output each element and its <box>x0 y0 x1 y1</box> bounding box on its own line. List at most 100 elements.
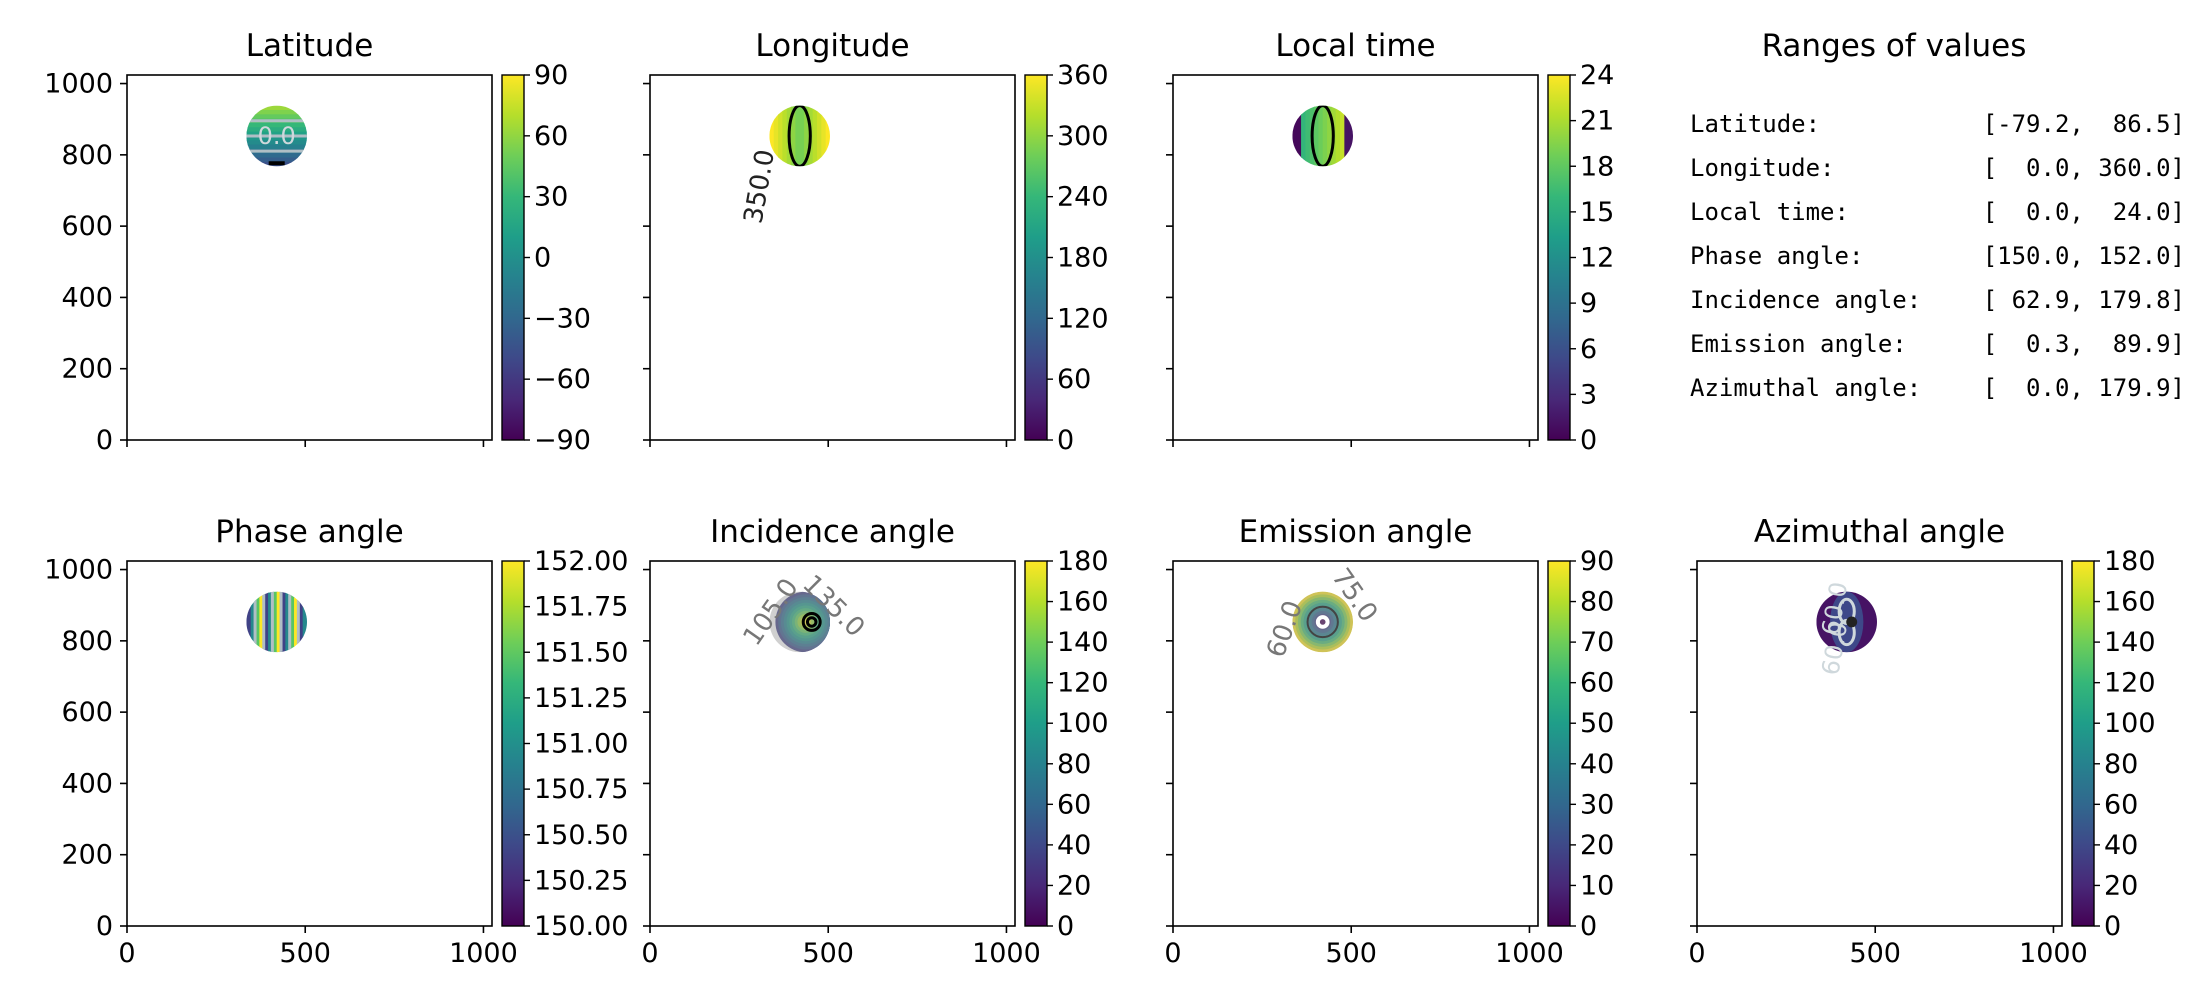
colorbar-tick-label: 60 <box>2104 789 2138 820</box>
colorbar-tick-label: 6 <box>1580 334 1597 365</box>
contour-line <box>1306 605 1339 639</box>
panel-latitude: Latitude 0.0 0 200 400 600 800 1000 90 60 30 0 −30 −6… <box>44 28 591 456</box>
axes-frame <box>649 560 1016 927</box>
colorbar-tick-label: 50 <box>1580 708 1614 739</box>
x-tick-label: 1000 <box>972 938 1041 969</box>
disk-band <box>1344 105 1350 167</box>
axes-frame <box>126 74 493 441</box>
colorbar-tick-label: −60 <box>534 364 591 395</box>
contour-line <box>805 616 818 628</box>
disk-band <box>246 131 308 137</box>
colorbar-tick-label: 150.75 <box>534 774 628 805</box>
disk-ring <box>1319 619 1326 625</box>
colorbar <box>1024 74 1048 441</box>
y-tick-label: 0 <box>96 425 113 456</box>
colorbar-tick-label: 60 <box>534 121 568 152</box>
range-label: Azimuthal angle: <box>1690 374 1921 402</box>
colorbar-tick-label: 9 <box>1580 288 1597 319</box>
colorbar-tick-label: 152.00 <box>534 546 628 577</box>
range-value: [ 0.0, 179.9] <box>1983 374 2185 402</box>
planet-disk <box>1292 591 1354 653</box>
planet-disk <box>1292 105 1354 167</box>
panel-longitude: Longitude 350.0 360 300 240 180 120 60 0 <box>643 28 1109 456</box>
colorbar-tick-label: 20 <box>2104 870 2138 901</box>
colorbar-tick-label: 160 <box>1057 587 1109 618</box>
colorbar-tick-label: −30 <box>534 303 591 334</box>
colorbar-tick-label: 0 <box>1057 911 1074 942</box>
ranges-title: Ranges of values <box>1762 28 2027 64</box>
colorbar <box>1024 560 1048 927</box>
disk-band <box>246 127 308 133</box>
y-tick-label: 0 <box>96 911 113 942</box>
colorbar-tick-label: 100 <box>2104 708 2156 739</box>
y-tick-label: 600 <box>61 697 113 728</box>
colorbar-tick-label: 60 <box>1057 789 1091 820</box>
disk-band <box>302 591 308 653</box>
colorbar-tick-label: 24 <box>1580 60 1614 91</box>
colorbar-tick-label: 60 <box>1057 364 1091 395</box>
panel-title: Longitude <box>755 28 909 64</box>
colorbar-tick-label: 80 <box>1580 587 1614 618</box>
disk-band <box>272 591 278 653</box>
disk-band <box>298 591 304 653</box>
colorbar-tick-label: 70 <box>1580 627 1614 658</box>
x-tick-label: 500 <box>802 938 854 969</box>
axes-frame <box>649 74 1016 441</box>
y-tick-label: 200 <box>61 354 113 385</box>
disk-band <box>791 105 797 167</box>
range-label: Local time: <box>1690 198 1849 226</box>
colorbar-tick-label: 150.50 <box>534 820 628 851</box>
colorbar-tick-label: 80 <box>2104 749 2138 780</box>
disk-band <box>1301 105 1307 167</box>
disk-band <box>782 105 788 167</box>
disk-band <box>276 591 283 653</box>
disk-band <box>255 591 261 653</box>
colorbar-tick-label: 150.25 <box>534 865 628 896</box>
axes-frame <box>1696 560 2063 927</box>
range-value: [ 0.0, 360.0] <box>1983 154 2185 182</box>
colorbar-tick-label: 40 <box>1580 749 1614 780</box>
disk-band <box>778 105 784 167</box>
range-value: [150.0, 152.0] <box>1983 242 2185 270</box>
disk-shade <box>769 591 831 653</box>
disk-band <box>246 144 308 150</box>
panel-ranges-of-values: Ranges of values Latitude: [-79.2, 86.5] Lo… <box>1690 28 2185 402</box>
colorbar-tick-label: 150.00 <box>534 911 628 942</box>
disk-band <box>1314 105 1320 167</box>
y-tick-label: 800 <box>61 626 113 657</box>
colorbar-tick-label: −90 <box>534 425 591 456</box>
axes-frame <box>1172 560 1539 927</box>
x-tick-label: 0 <box>1164 938 1181 969</box>
colorbar-tick-label: 180 <box>1057 243 1109 274</box>
disk-band <box>1327 105 1333 167</box>
disk-band <box>250 591 257 653</box>
x-tick-label: 0 <box>118 938 135 969</box>
colorbar-tick-label: 40 <box>1057 830 1091 861</box>
x-tick-label: 500 <box>279 938 331 969</box>
range-label: Longitude: <box>1690 154 1835 182</box>
contour-label: 350.0 <box>739 147 781 226</box>
panel-title: Local time <box>1275 28 1435 64</box>
colorbar-tick-label: 140 <box>1057 627 1109 658</box>
colorbar-tick-label: 0 <box>1580 911 1597 942</box>
colorbar-tick-label: 40 <box>2104 830 2138 861</box>
colorbar-tick-label: 140 <box>2104 627 2156 658</box>
disk-band <box>769 105 775 167</box>
disk-band <box>246 109 308 116</box>
disk-band <box>246 114 308 120</box>
y-tick-label: 800 <box>61 140 113 171</box>
range-value: [-79.2, 86.5] <box>1983 110 2185 138</box>
colorbar <box>501 74 525 441</box>
colorbar-tick-label: 151.75 <box>534 592 628 623</box>
panel-title: Incidence angle <box>710 514 955 550</box>
colorbar-tick-label: 0 <box>1057 425 1074 456</box>
disk-band <box>825 105 831 167</box>
contour-line <box>801 611 822 632</box>
x-tick-label: 1000 <box>2019 938 2088 969</box>
disk-band <box>1348 105 1354 167</box>
range-value: [ 62.9, 179.8] <box>1983 286 2185 314</box>
colorbar-tick-label: 15 <box>1580 197 1614 228</box>
colorbar-tick-label: 360 <box>1057 60 1109 91</box>
